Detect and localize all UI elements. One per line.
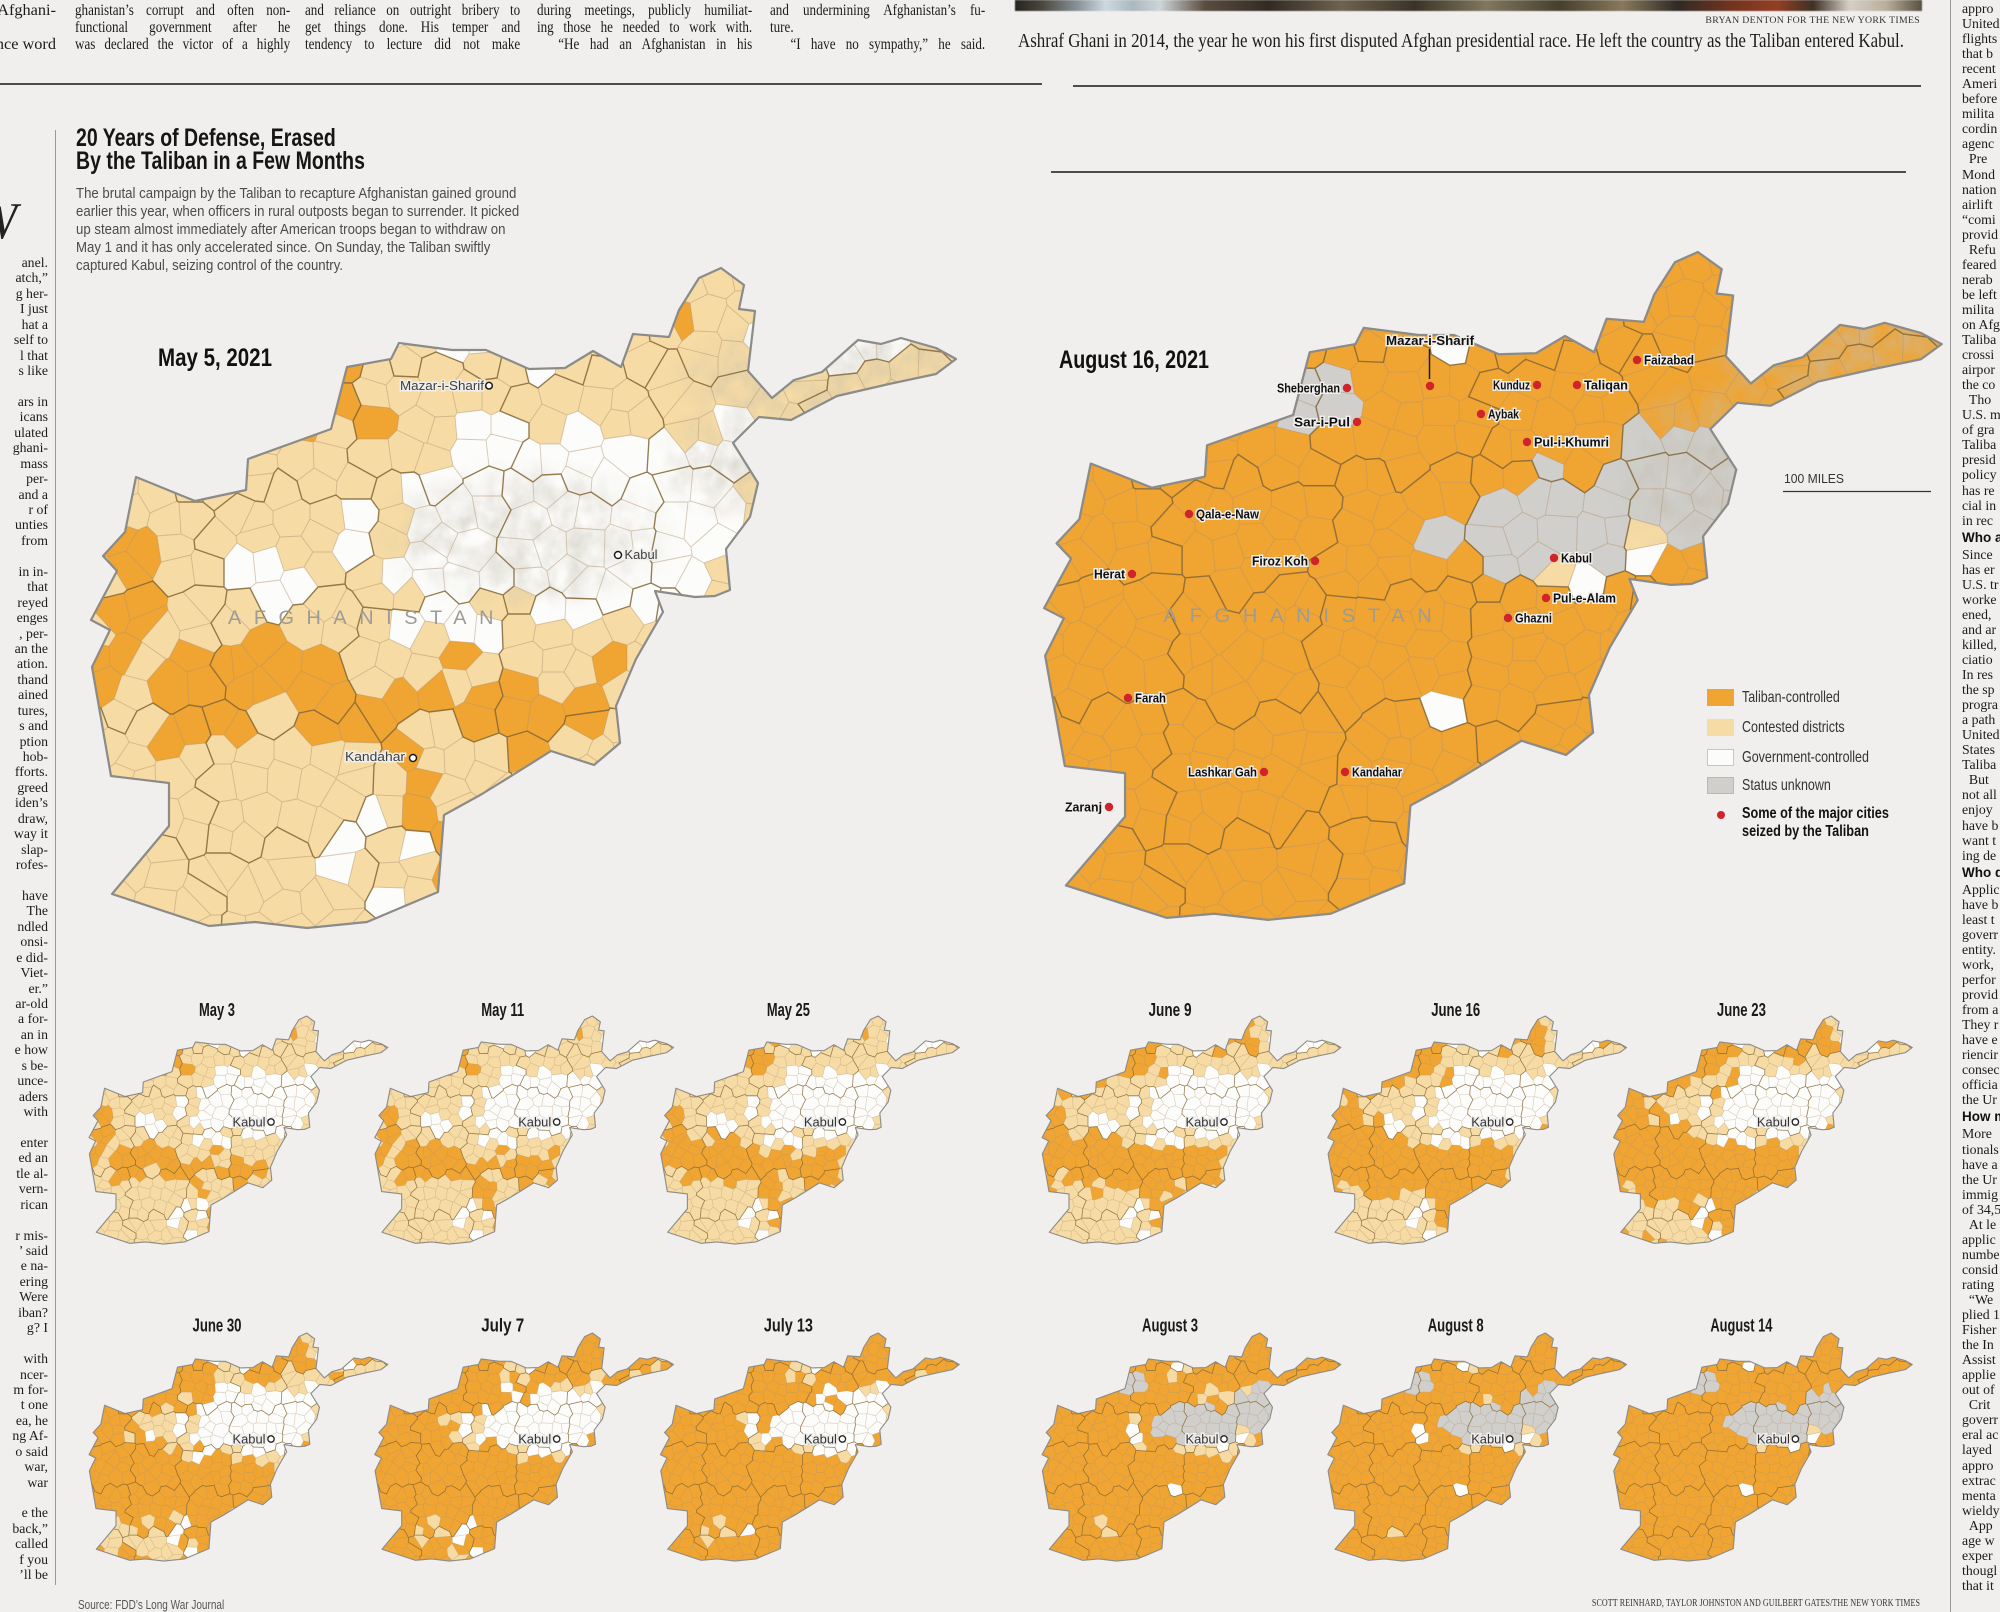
- svg-text:Kabul: Kabul: [625, 547, 658, 562]
- svg-text:Kabul: Kabul: [804, 1432, 837, 1447]
- svg-text:Kandahar: Kandahar: [1352, 766, 1402, 780]
- svg-text:AFGHANISTAN: AFGHANISTAN: [1164, 606, 1445, 627]
- svg-text:Kandahar: Kandahar: [345, 749, 406, 764]
- svg-text:Mazar-i-Sharif: Mazar-i-Sharif: [400, 378, 484, 393]
- svg-text:Kabul: Kabul: [233, 1115, 266, 1130]
- svg-text:Kabul: Kabul: [1471, 1115, 1504, 1130]
- svg-text:June 23: June 23: [1717, 1000, 1766, 1020]
- svg-text:Kabul: Kabul: [1186, 1115, 1219, 1130]
- svg-text:Lashkar Gah: Lashkar Gah: [1188, 766, 1257, 780]
- svg-text:May 11: May 11: [481, 1000, 524, 1020]
- svg-text:Mazar-i-Sharif: Mazar-i-Sharif: [1386, 334, 1475, 348]
- svg-text:Zaranj: Zaranj: [1065, 801, 1102, 815]
- svg-text:June 16: June 16: [1431, 1000, 1480, 1020]
- svg-text:Ghazni: Ghazni: [1515, 612, 1552, 626]
- svg-text:Pul-i-Khumri: Pul-i-Khumri: [1534, 436, 1609, 450]
- svg-text:Taliqan: Taliqan: [1584, 379, 1628, 393]
- svg-text:Kabul: Kabul: [233, 1432, 266, 1447]
- svg-text:Kabul: Kabul: [518, 1432, 551, 1447]
- svg-text:May 25: May 25: [767, 1000, 810, 1020]
- svg-text:Kabul: Kabul: [518, 1115, 551, 1130]
- svg-text:Kabul: Kabul: [1561, 552, 1592, 566]
- svg-text:August 16, 2021: August 16, 2021: [1059, 346, 1209, 374]
- svg-text:AFGHANISTAN: AFGHANISTAN: [228, 608, 506, 629]
- svg-text:Kabul: Kabul: [804, 1115, 837, 1130]
- svg-text:Kabul: Kabul: [1757, 1115, 1790, 1130]
- svg-text:Kunduz: Kunduz: [1493, 379, 1530, 393]
- svg-text:Herat: Herat: [1094, 568, 1126, 582]
- svg-text:Farah: Farah: [1135, 692, 1166, 706]
- svg-text:July 13: July 13: [764, 1316, 813, 1336]
- svg-text:August 14: August 14: [1710, 1316, 1772, 1336]
- svg-text:Faizabad: Faizabad: [1644, 354, 1694, 368]
- svg-text:100 MILES: 100 MILES: [1784, 471, 1844, 486]
- svg-text:May 3: May 3: [199, 1000, 235, 1020]
- svg-text:Pul-e-Alam: Pul-e-Alam: [1553, 592, 1616, 606]
- svg-text:July 7: July 7: [481, 1316, 524, 1336]
- svg-text:August 8: August 8: [1428, 1316, 1484, 1336]
- svg-text:May 5, 2021: May 5, 2021: [158, 344, 272, 372]
- svg-text:Kabul: Kabul: [1757, 1432, 1790, 1447]
- svg-text:August 3: August 3: [1142, 1316, 1198, 1336]
- svg-text:Qala-e-Naw: Qala-e-Naw: [1196, 508, 1259, 522]
- svg-text:Kabul: Kabul: [1186, 1432, 1219, 1447]
- svg-text:Aybak: Aybak: [1488, 408, 1519, 422]
- svg-text:Sar-i-Pul: Sar-i-Pul: [1294, 416, 1350, 430]
- svg-text:Kabul: Kabul: [1471, 1432, 1504, 1447]
- svg-text:June 9: June 9: [1149, 1000, 1192, 1020]
- svg-text:Firoz Koh: Firoz Koh: [1252, 555, 1308, 569]
- svg-text:Sheberghan: Sheberghan: [1277, 382, 1340, 396]
- svg-text:June 30: June 30: [193, 1316, 242, 1336]
